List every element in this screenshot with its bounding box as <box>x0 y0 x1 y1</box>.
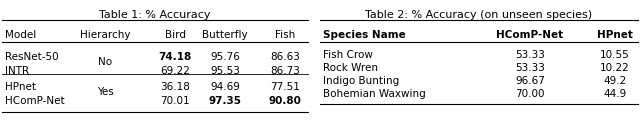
Text: HPnet: HPnet <box>5 82 36 92</box>
Text: Butterfly: Butterfly <box>202 30 248 40</box>
Text: Yes: Yes <box>97 87 113 97</box>
Text: HComP-Net: HComP-Net <box>497 30 564 40</box>
Text: Rock Wren: Rock Wren <box>323 63 378 73</box>
Text: 77.51: 77.51 <box>270 82 300 92</box>
Text: No: No <box>98 57 112 67</box>
Text: 94.69: 94.69 <box>210 82 240 92</box>
Text: 86.63: 86.63 <box>270 52 300 62</box>
Text: HPnet: HPnet <box>597 30 633 40</box>
Text: 95.76: 95.76 <box>210 52 240 62</box>
Text: ResNet-50: ResNet-50 <box>5 52 59 62</box>
Text: 97.35: 97.35 <box>209 96 241 106</box>
Text: 70.00: 70.00 <box>515 89 545 99</box>
Text: Hierarchy: Hierarchy <box>80 30 131 40</box>
Text: 10.55: 10.55 <box>600 50 630 60</box>
Text: 70.01: 70.01 <box>160 96 190 106</box>
Text: 49.2: 49.2 <box>604 76 627 86</box>
Text: Species Name: Species Name <box>323 30 406 40</box>
Text: INTR: INTR <box>5 66 29 76</box>
Text: 96.67: 96.67 <box>515 76 545 86</box>
Text: 69.22: 69.22 <box>160 66 190 76</box>
Text: Bohemian Waxwing: Bohemian Waxwing <box>323 89 426 99</box>
Text: Bird: Bird <box>164 30 186 40</box>
Text: 44.9: 44.9 <box>604 89 627 99</box>
Text: HComP-Net: HComP-Net <box>5 96 65 106</box>
Text: Fish: Fish <box>275 30 295 40</box>
Text: Table 2: % Accuracy (on unseen species): Table 2: % Accuracy (on unseen species) <box>365 10 593 20</box>
Text: 95.53: 95.53 <box>210 66 240 76</box>
Text: 90.80: 90.80 <box>269 96 301 106</box>
Text: 36.18: 36.18 <box>160 82 190 92</box>
Text: Indigo Bunting: Indigo Bunting <box>323 76 399 86</box>
Text: 53.33: 53.33 <box>515 63 545 73</box>
Text: 86.73: 86.73 <box>270 66 300 76</box>
Text: Model: Model <box>5 30 36 40</box>
Text: 10.22: 10.22 <box>600 63 630 73</box>
Text: 53.33: 53.33 <box>515 50 545 60</box>
Text: Table 1: % Accuracy: Table 1: % Accuracy <box>99 10 211 20</box>
Text: 74.18: 74.18 <box>158 52 191 62</box>
Text: Fish Crow: Fish Crow <box>323 50 373 60</box>
